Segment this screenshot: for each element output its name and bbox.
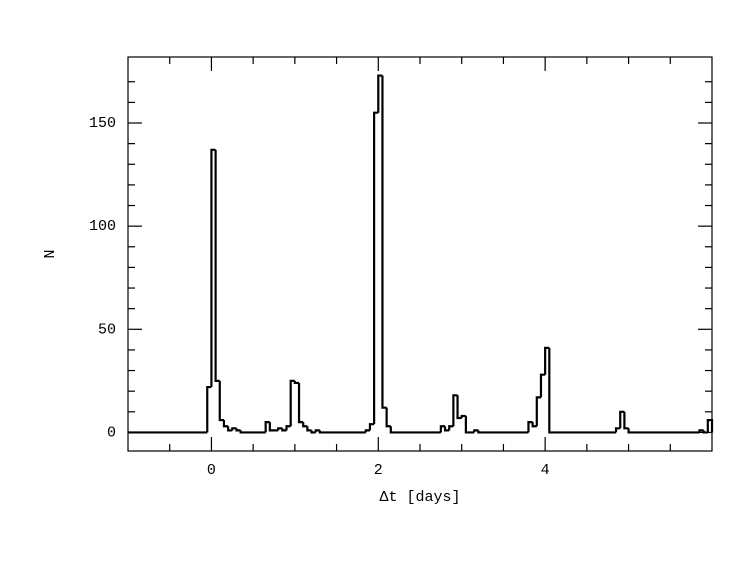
histogram-step: [268, 422, 274, 432]
histogram-step: [277, 427, 283, 431]
histogram-step: [227, 426, 233, 432]
histogram-step: [214, 149, 220, 382]
x-tick-label: 0: [207, 462, 216, 479]
histogram-step: [306, 426, 312, 432]
histogram-step: [373, 111, 379, 425]
histogram-step: [623, 411, 629, 430]
histogram-step: [264, 421, 270, 433]
histogram-step: [389, 426, 441, 434]
histogram-step: [222, 420, 229, 428]
histogram-step: [527, 421, 533, 433]
histogram-step: [318, 430, 366, 434]
histogram-step: [448, 425, 454, 431]
y-tick-label: 0: [107, 424, 116, 441]
histogram-step: [210, 148, 216, 388]
x-tick-label: 2: [374, 462, 383, 479]
histogram-step: [698, 429, 704, 433]
histogram-step: [544, 346, 550, 375]
y-axis-label: N: [42, 249, 59, 258]
histogram-step: [235, 428, 241, 432]
histogram-step: [614, 427, 621, 433]
histogram-step: [231, 427, 237, 431]
histogram-step: [293, 380, 300, 385]
histogram-step: [452, 394, 458, 427]
histogram-step: [548, 347, 617, 434]
histogram-step: [439, 425, 446, 433]
histogram-step: [456, 395, 462, 420]
histogram-step: [381, 75, 387, 409]
histogram-step: [627, 428, 700, 434]
histogram-step: [285, 425, 291, 431]
histogram-step: [531, 422, 537, 428]
histogram-step: [473, 429, 479, 433]
histogram-step: [218, 380, 224, 422]
histogram-step: [239, 430, 266, 434]
histogram-step: [706, 418, 714, 433]
histogram-step: [385, 407, 391, 428]
histogram-step: [364, 429, 370, 433]
y-tick-label: 50: [98, 321, 116, 338]
histogram-step: [539, 373, 546, 398]
histogram-step: [314, 429, 320, 433]
x-axis-label: Δt [days]: [379, 489, 460, 506]
histogram-step: [443, 426, 450, 432]
histogram-step: [206, 385, 212, 433]
histogram-step: [619, 410, 625, 429]
histogram-step: [302, 422, 308, 428]
histogram-step: [368, 423, 375, 431]
histogram-step: [310, 430, 316, 434]
y-tick-label: 150: [89, 115, 116, 132]
x-tick-label: 4: [541, 462, 550, 479]
histogram-step: [377, 74, 383, 113]
histogram-step: [297, 382, 304, 424]
histogram-step: [460, 414, 466, 418]
histogram-step: [281, 428, 287, 432]
histogram-step: [477, 430, 529, 434]
histogram-step: [289, 379, 295, 427]
histogram-step: [464, 415, 475, 434]
histogram-step: [702, 430, 708, 434]
y-tick-label: 100: [89, 218, 116, 235]
histogram-step: [535, 396, 541, 427]
